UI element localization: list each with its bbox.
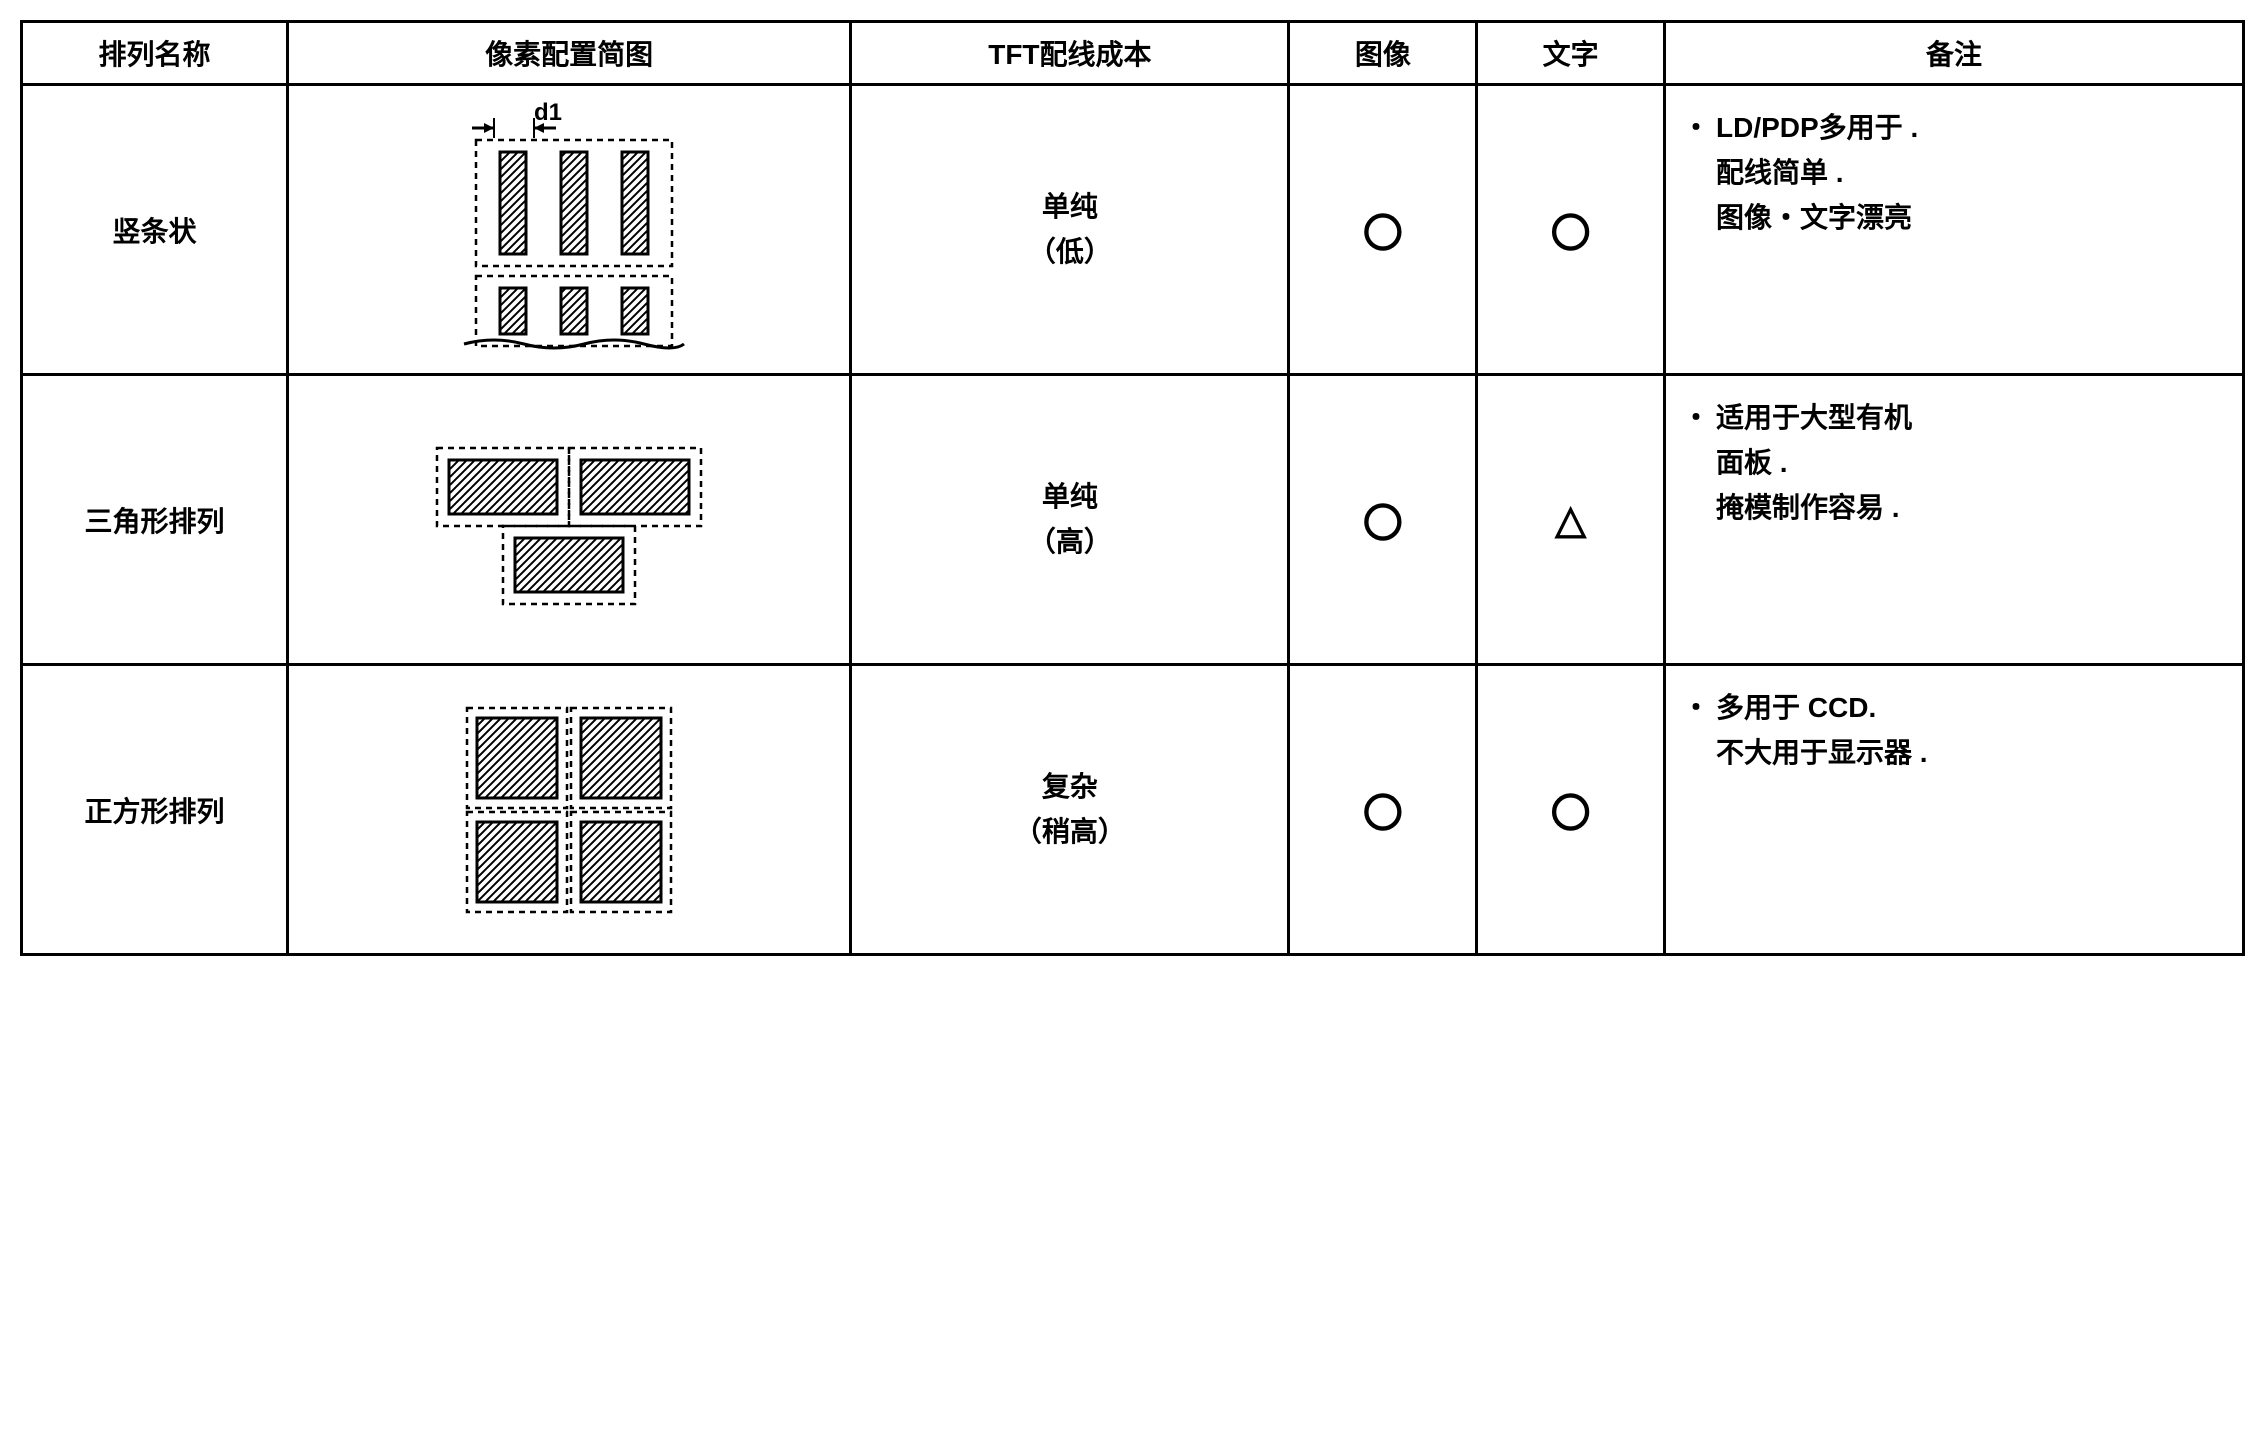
arrangement-comparison-table: 排列名称 像素配置简图 TFT配线成本 图像 文字 备注 竖条状 d1 xyxy=(20,20,2245,956)
image-symbol: 〇 xyxy=(1289,375,1477,665)
bullet-icon: ・ xyxy=(1682,686,1710,731)
diagram-vertical-stripe: d1 xyxy=(288,85,851,375)
text-symbol: △ xyxy=(1477,375,1665,665)
diagram-square xyxy=(288,665,851,955)
diagram-delta xyxy=(288,375,851,665)
table-row: 竖条状 d1 xyxy=(22,85,2244,375)
table-row: 正方形排列 xyxy=(22,665,2244,955)
notes-cell: ・ LD/PDP多用于 . 配线简单 . 图像・文字漂亮 xyxy=(1664,85,2243,375)
row-name: 三角形排列 xyxy=(22,375,288,665)
cost-line-2: （高） xyxy=(1028,526,1112,557)
cost-line-1: 单纯 xyxy=(1042,481,1098,512)
note-line: LD/PDP多用于 . xyxy=(1716,106,1918,151)
image-symbol: 〇 xyxy=(1289,85,1477,375)
image-symbol: 〇 xyxy=(1289,665,1477,955)
cost-cell: 单纯 （低） xyxy=(851,85,1289,375)
cost-cell: 单纯 （高） xyxy=(851,375,1289,665)
table-row: 三角形排列 xyxy=(22,375,2244,665)
notes-cell: ・ 适用于大型有机 面板 . 掩模制作容易 . xyxy=(1664,375,2243,665)
cost-line-1: 复杂 xyxy=(1042,771,1098,802)
text-symbol: 〇 xyxy=(1477,665,1665,955)
header-diagram: 像素配置简图 xyxy=(288,22,851,85)
header-cost: TFT配线成本 xyxy=(851,22,1289,85)
cost-line-2: （稍高） xyxy=(1014,816,1126,847)
note-line: 不大用于显示器 . xyxy=(1716,731,1928,776)
text-symbol: 〇 xyxy=(1477,85,1665,375)
row-name: 正方形排列 xyxy=(22,665,288,955)
note-line: 适用于大型有机 xyxy=(1716,396,1912,441)
bullet-icon: ・ xyxy=(1682,106,1710,151)
note-line: 图像・文字漂亮 xyxy=(1716,196,1918,241)
bullet-icon: ・ xyxy=(1682,396,1710,441)
note-line: 面板 . xyxy=(1716,441,1912,486)
note-line: 掩模制作容易 . xyxy=(1716,486,1912,531)
header-name: 排列名称 xyxy=(22,22,288,85)
note-line: 多用于 CCD. xyxy=(1716,686,1928,731)
cost-line-2: （低） xyxy=(1028,236,1112,267)
header-row: 排列名称 像素配置简图 TFT配线成本 图像 文字 备注 xyxy=(22,22,2244,85)
cost-cell: 复杂 （稍高） xyxy=(851,665,1289,955)
svg-text:d1: d1 xyxy=(534,100,562,126)
row-name: 竖条状 xyxy=(22,85,288,375)
cost-line-1: 单纯 xyxy=(1042,191,1098,222)
notes-cell: ・ 多用于 CCD. 不大用于显示器 . xyxy=(1664,665,2243,955)
header-text: 文字 xyxy=(1477,22,1665,85)
header-image: 图像 xyxy=(1289,22,1477,85)
note-line: 配线简单 . xyxy=(1716,151,1918,196)
header-notes: 备注 xyxy=(1664,22,2243,85)
